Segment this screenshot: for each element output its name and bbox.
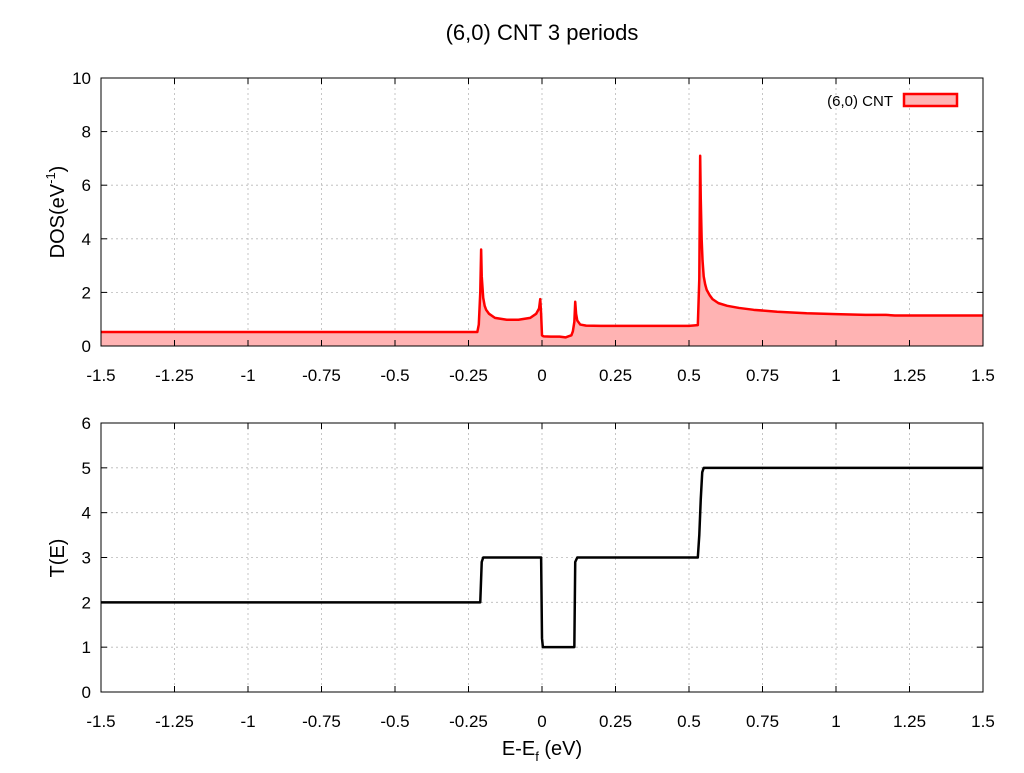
dos-xtick-label: -0.25 (449, 366, 488, 385)
t-series-line (101, 466, 983, 649)
t-xtick-label: 0 (537, 712, 546, 731)
t-xtick-label: 1.5 (971, 712, 995, 731)
dos-xtick-label: 1.5 (971, 366, 995, 385)
dos-ytick-label: 10 (72, 69, 91, 88)
legend-swatch (902, 92, 959, 108)
dos-ylabel-sup: -1 (43, 172, 58, 184)
dos-ylabel-end: ) (47, 166, 69, 173)
t-xtick-label: 1 (831, 712, 840, 731)
dos-ytick-label: 8 (82, 123, 91, 142)
dos-grid (101, 78, 983, 346)
dos-xtick-label: 0 (537, 366, 546, 385)
t-ylabel: T(E) (47, 539, 69, 578)
t-xlabel-end: (eV) (539, 738, 582, 760)
t-xtick-label: 0.5 (677, 712, 701, 731)
transmission-panel: -1.5 -1.25 -1 -0.75 -0.5 -0.25 0 0.25 0.5 0.75 1 1.… (47, 414, 995, 764)
dos-panel: -1.5 -1.25 -1 -0.75 -0.5 -0.25 0 0.25 0.5 0.75 1 1.… (43, 69, 995, 385)
t-ytick-label: 5 (82, 459, 91, 478)
dos-xtick-label: -1.5 (86, 366, 115, 385)
t-xtick-label: 0.25 (599, 712, 632, 731)
dos-area-fill (101, 155, 983, 346)
t-ytick-label: 4 (82, 504, 91, 523)
dos-ticks: -1.5 -1.25 -1 -0.75 -0.5 -0.25 0 0.25 0.5 0.75 1 1.… (72, 69, 995, 385)
dos-xtick-label: 0.5 (677, 366, 701, 385)
t-xtick-label: -0.5 (380, 712, 409, 731)
t-ytick-label: 1 (82, 638, 91, 657)
t-xtick-label: 1.25 (893, 712, 926, 731)
t-xtick-label: -0.75 (302, 712, 341, 731)
t-xtick-label: 0.75 (746, 712, 779, 731)
t-ticks: -1.5 -1.25 -1 -0.75 -0.5 -0.25 0 0.25 0.5 0.75 1 1.… (82, 414, 995, 731)
dos-xtick-label: -0.75 (302, 366, 341, 385)
t-xtick-label: -1.25 (155, 712, 194, 731)
dos-xtick-label: -1.25 (155, 366, 194, 385)
t-ytick-label: 2 (82, 593, 91, 612)
dos-ylabel: DOS(eV-1) (43, 166, 69, 259)
dos-ytick-label: 6 (82, 176, 91, 195)
t-xlabel: E-Ef (eV) (502, 738, 582, 764)
dos-ytick-label: 0 (82, 337, 91, 356)
dos-legend: (6,0) CNT (827, 92, 959, 110)
t-xtick-label: -0.25 (449, 712, 488, 731)
t-xtick-label: -1 (240, 712, 255, 731)
t-ytick-label: 3 (82, 549, 91, 568)
dos-series-line (101, 154, 983, 339)
chart-title: (6,0) CNT 3 periods (446, 20, 639, 45)
dos-xtick-label: 1 (831, 366, 840, 385)
dos-xtick-label: 0.75 (746, 366, 779, 385)
t-xlabel-sub: f (535, 749, 539, 764)
dos-xtick-label: -1 (240, 366, 255, 385)
t-ytick-label: 6 (82, 414, 91, 433)
dos-xtick-label: -0.5 (380, 366, 409, 385)
t-ytick-label: 0 (82, 683, 91, 702)
legend-label: (6,0) CNT (827, 93, 893, 110)
dos-xtick-label: 0.25 (599, 366, 632, 385)
dos-xtick-label: 1.25 (893, 366, 926, 385)
t-xtick-label: -1.5 (86, 712, 115, 731)
dos-ytick-label: 4 (82, 230, 91, 249)
dos-ylabel-main: DOS(eV (47, 183, 69, 258)
dos-ytick-label: 2 (82, 283, 91, 302)
t-xlabel-main: E-E (502, 738, 535, 760)
